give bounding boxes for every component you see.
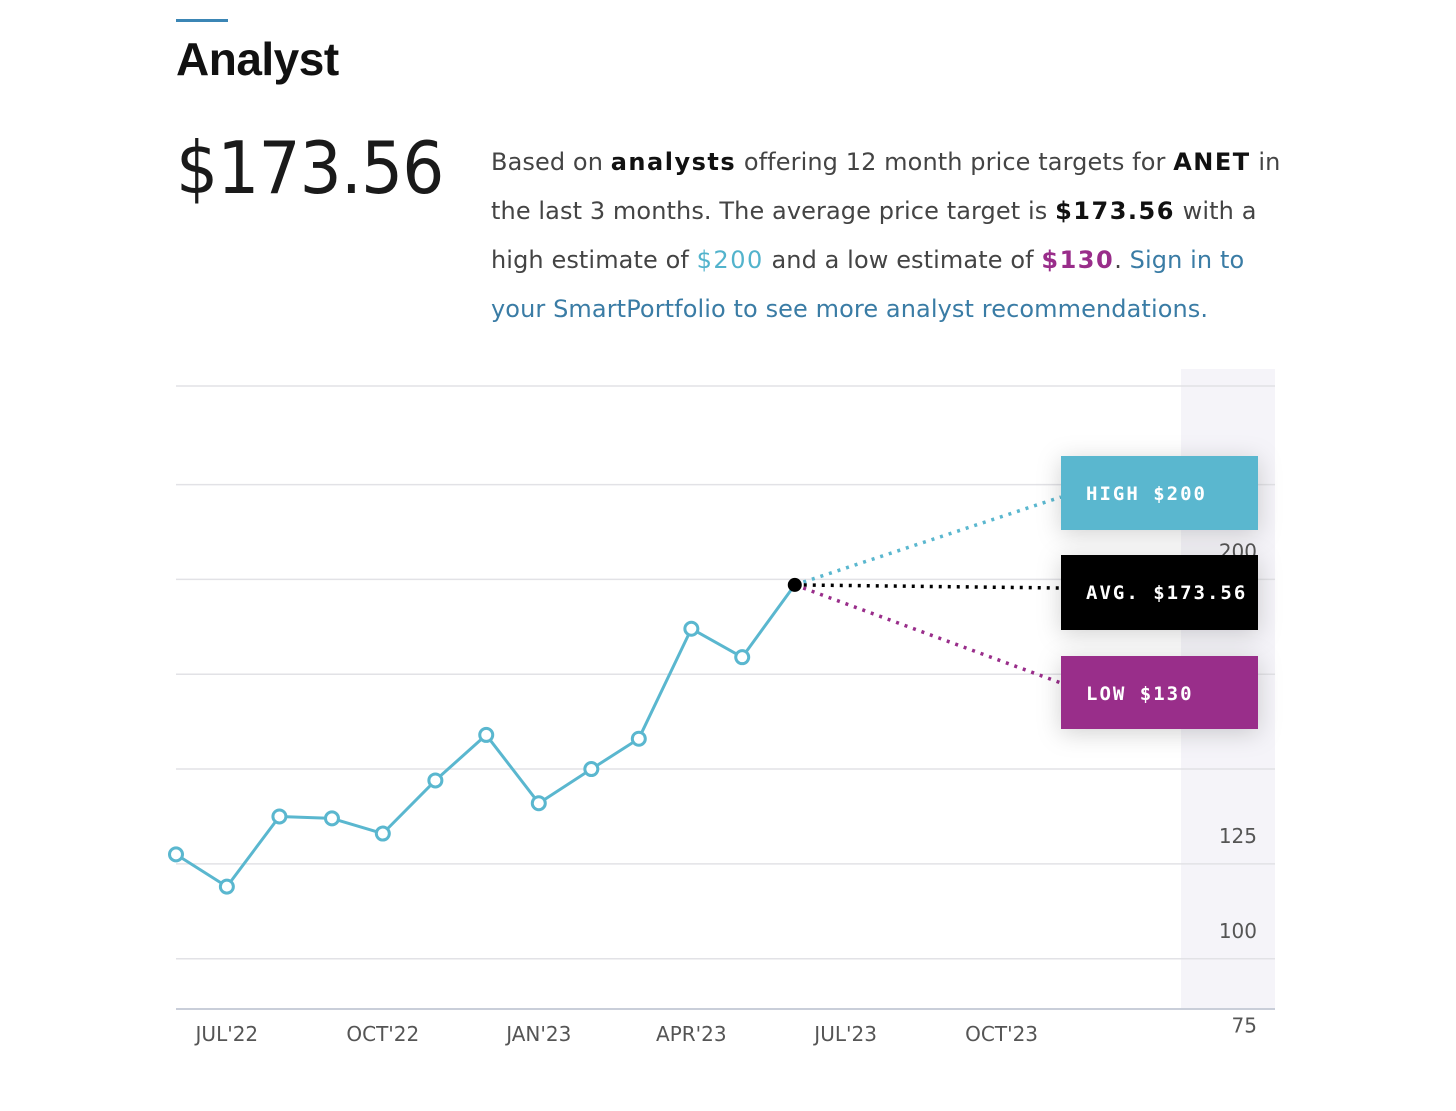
forecast-avg-box <box>1061 555 1258 630</box>
x-tick-label: OCT'22 <box>346 1022 419 1046</box>
forecast-low-label: LOW $130 <box>1086 683 1194 705</box>
summary-text: with a high estimate of <box>491 197 1257 274</box>
title-accent-bar <box>176 19 228 22</box>
summary-text: in the last 3 months. The average price … <box>491 148 1281 225</box>
summary-text: offering 12 month price targets for <box>736 148 1174 176</box>
summary-low: $130 <box>1041 246 1115 274</box>
data-point <box>218 878 235 895</box>
forecast-low-box <box>1061 656 1258 729</box>
forecast-high-label: HIGH $200 <box>1086 483 1207 505</box>
x-tick-label: JUL'22 <box>194 1022 259 1046</box>
average-price-target: $173.56 <box>176 126 444 210</box>
y-tick-label: 100 <box>1219 919 1257 943</box>
analyst-summary: Based on analysts offering 12 month pric… <box>491 138 1291 334</box>
data-point <box>271 808 288 825</box>
forecast-avg-label: AVG. $173.56 <box>1086 582 1247 604</box>
data-point <box>630 730 647 747</box>
y-tick-label: 75 <box>1232 1014 1257 1038</box>
summary-avg: $173.56 <box>1055 197 1175 225</box>
x-tick-label: OCT'23 <box>965 1022 1038 1046</box>
section-title: Analyst <box>176 33 339 85</box>
data-point <box>683 620 700 637</box>
data-point <box>478 726 495 743</box>
x-tick-label: APR'23 <box>656 1022 727 1046</box>
x-tick-label: JUL'23 <box>812 1022 877 1046</box>
smartportfolio-signin-link[interactable]: Sign in to your SmartPortfolio to see mo… <box>491 246 1245 323</box>
y-tick-label: 125 <box>1219 824 1257 848</box>
summary-analysts: analysts <box>610 148 737 176</box>
data-point <box>427 772 444 789</box>
summary-ticker: ANET <box>1173 148 1251 176</box>
forecast-origin-point <box>787 577 802 592</box>
forecast-low-line <box>794 583 1062 685</box>
data-point <box>734 649 751 666</box>
data-point <box>530 795 547 812</box>
x-tick-label: JAN'23 <box>504 1022 571 1046</box>
summary-text: . <box>1114 246 1130 274</box>
summary-text: and a low estimate of <box>763 246 1042 274</box>
forecast-avg-line <box>794 583 1062 590</box>
data-point <box>583 761 600 778</box>
data-point <box>374 825 391 842</box>
data-point <box>168 846 184 863</box>
forecast-high-box <box>1061 456 1258 530</box>
summary-high: $200 <box>696 246 764 274</box>
forecast-high-line <box>794 495 1062 587</box>
summary-text: Based on <box>491 148 611 176</box>
data-point <box>323 810 340 827</box>
